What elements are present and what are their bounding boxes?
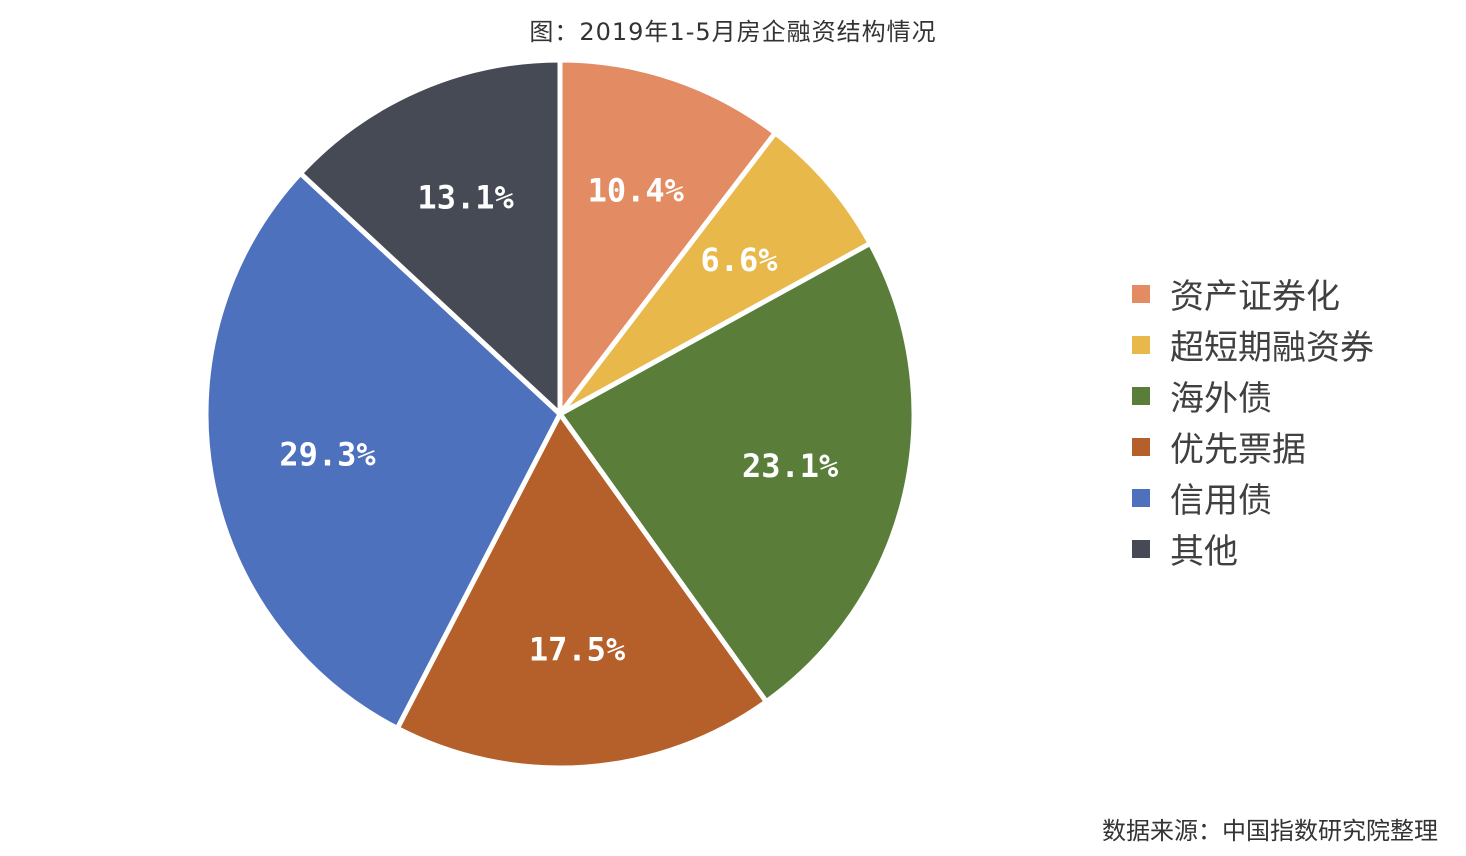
legend-item-3: 优先票据 (1132, 421, 1374, 472)
chart-title: 图：2019年1-5月房企融资结构情况 (529, 18, 937, 46)
pie-slices (203, 57, 917, 771)
legend-label-2: 海外债 (1170, 379, 1272, 419)
data-label-1: 6.6% (700, 241, 778, 279)
legend-swatch-5 (1132, 539, 1150, 558)
source-note: 数据来源：中国指数研究院整理 (1102, 817, 1438, 845)
legend-swatch-0 (1132, 284, 1150, 303)
pie-data-labels: 10.4% 6.6% 23.1% 17.5% 29.3% 13.1% (279, 171, 839, 668)
chart-legend: 资产证券化超短期融资券 海外债优先票据信用债其他 (1132, 268, 1374, 574)
pie-slice-4 (203, 170, 563, 731)
legend-item-2: 海外债 (1132, 370, 1374, 421)
legend-label-5: 其他 (1170, 532, 1238, 572)
data-label-4: 29.3% (279, 436, 376, 474)
legend-item-5: 其他 (1132, 523, 1374, 574)
data-label-2: 23.1% (742, 447, 839, 485)
legend-label-4: 信用债 (1170, 481, 1272, 521)
pie-slice-3 (394, 411, 769, 771)
legend-label-3: 优先票据 (1170, 430, 1306, 470)
legend-label-1: 超短期融资券 (1170, 328, 1374, 368)
pie-slice-1 (557, 130, 873, 417)
legend-swatch-2 (1132, 386, 1150, 405)
legend-item-1: 超短期融资券 (1132, 319, 1374, 370)
data-label-3: 17.5% (529, 630, 626, 668)
data-label-5: 13.1% (417, 179, 514, 217)
legend-item-0: 资产证券化 (1132, 268, 1374, 319)
legend-item-4: 信用债 (1132, 472, 1374, 523)
legend-swatch-3 (1132, 437, 1150, 456)
legend-label-0: 资产证券化 (1170, 277, 1340, 317)
legend-swatch-1 (1132, 335, 1150, 354)
pie-slice-5 (297, 57, 563, 417)
data-label-0: 10.4% (588, 171, 685, 209)
pie-slice-2 (557, 240, 917, 705)
pie-slice-0 (557, 57, 778, 417)
legend-swatch-4 (1132, 488, 1150, 507)
